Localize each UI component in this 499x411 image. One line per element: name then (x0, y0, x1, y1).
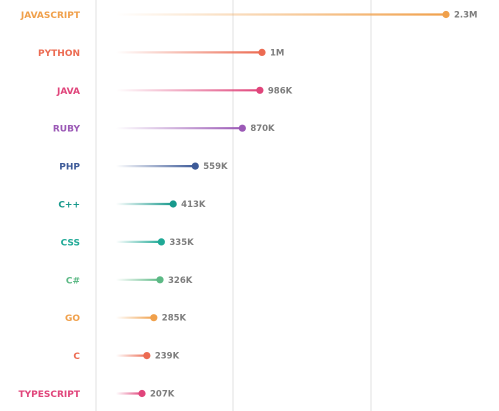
value-label: 335K (169, 238, 194, 248)
category-label: PYTHON (38, 49, 80, 59)
lollipop-dot (256, 86, 264, 94)
grid-lines (95, 0, 372, 411)
lollipop-dot (143, 352, 151, 360)
category-label: PHP (59, 163, 80, 173)
lollipop-dot (157, 238, 165, 246)
lollipop-dot (258, 48, 266, 57)
value-label: 986K (268, 86, 293, 96)
category-label: JAVASCRIPT (20, 11, 81, 21)
category-label: C++ (58, 201, 80, 211)
category-label: RUBY (53, 125, 81, 135)
value-label: 239K (155, 352, 180, 362)
value-label: 207K (150, 390, 175, 400)
category-label: JAVA (56, 87, 80, 97)
value-label: 2.3M (454, 11, 478, 21)
value-label: 559K (203, 162, 228, 172)
category-label: C (73, 352, 80, 362)
value-label: 285K (162, 314, 187, 324)
value-label: 413K (181, 200, 206, 210)
category-label: TYPESCRIPT (18, 390, 80, 400)
lollipop-dot (150, 314, 158, 322)
chart-marks: JAVASCRIPT 2.3M PYTHON 1M JAVA 986K RUBY 870K PH… (18, 11, 477, 401)
lollipop-dot (169, 200, 177, 208)
category-label: CSS (61, 238, 80, 248)
value-label: 870K (250, 124, 275, 134)
lollipop-dot (191, 162, 199, 170)
value-label: 326K (168, 276, 193, 286)
lollipop-dot (238, 124, 246, 132)
category-label: GO (65, 314, 80, 324)
lollipop-dot (138, 389, 146, 398)
value-label: 1M (270, 48, 284, 58)
category-label: C# (66, 276, 80, 286)
lollipop-dot (156, 276, 164, 284)
lollipop-dot (442, 10, 450, 19)
